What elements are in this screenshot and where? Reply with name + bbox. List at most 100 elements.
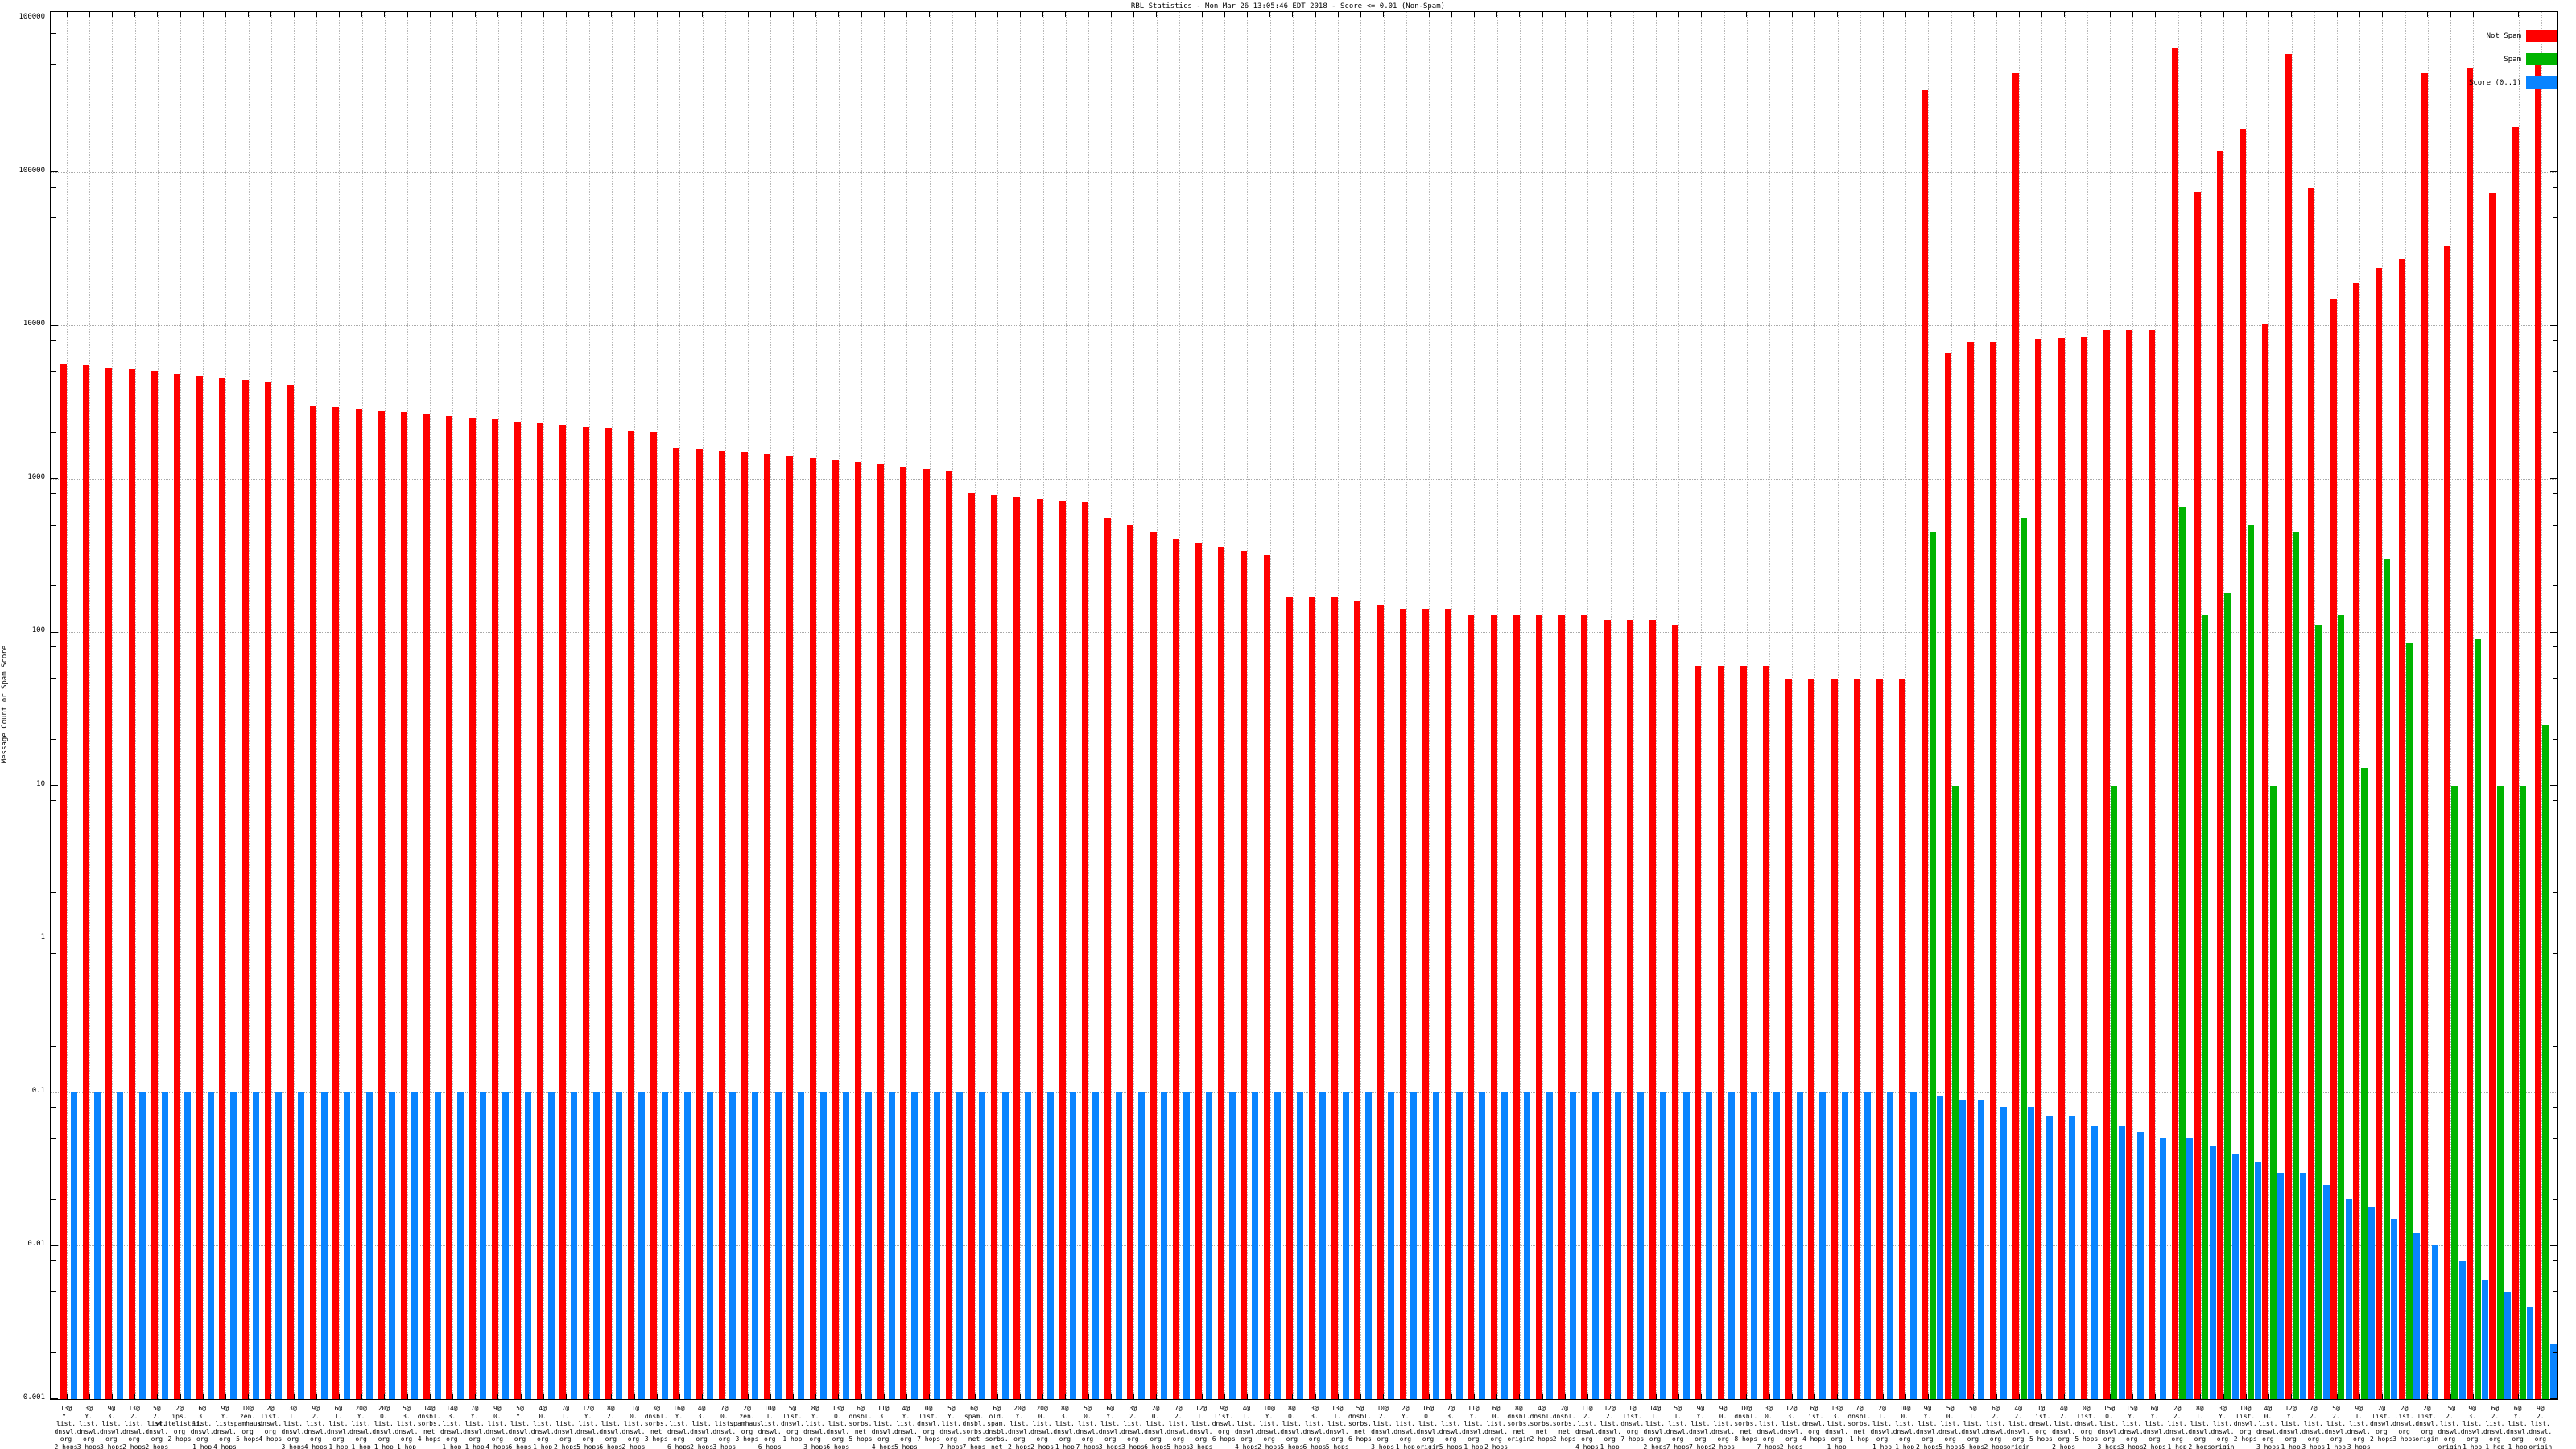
bar-score [819,1092,827,1399]
x-gridline [2450,12,2451,1399]
x-top-tick [588,12,590,17]
x-bottom-tick [2132,1394,2133,1399]
bar-not-spam [355,408,362,1399]
x-gridline [838,12,840,1399]
x-category-label: 8@ Y. list. dnswl. org 3 hops [803,1405,828,1449]
bar-not-spam [1263,554,1270,1399]
bar-not-spam [1853,678,1860,1399]
bar-score [797,1092,804,1399]
bar-not-spam [2149,329,2156,1399]
bar-spam [1929,531,1936,1399]
y-minor-tick-left [51,1260,56,1261]
x-bottom-tick [338,1394,340,1399]
y-minor-tick-right [2553,646,2557,648]
bar-not-spam [83,365,90,1399]
bar-score [1751,1092,1758,1399]
x-gridline [770,12,772,1399]
x-category-label: 8@ dnsbl. sorbs. net origin [1507,1405,1531,1443]
x-bottom-tick [1315,1394,1316,1399]
x-gridline [1769,12,1770,1399]
bar-score [1319,1092,1327,1399]
bar-not-spam [991,495,998,1399]
x-gridline [1224,12,1226,1399]
bar-score [616,1092,623,1399]
bar-score [2091,1126,2099,1399]
bar-score [1796,1092,1803,1399]
x-category-label: 3@ 3. list. dnswl. org 6 hops [1302,1405,1327,1449]
bar-score [1160,1092,1167,1399]
x-gridline [225,12,227,1399]
x-top-tick [997,12,998,17]
bar-not-spam [401,412,407,1399]
x-top-tick [1996,12,1997,17]
x-top-tick [611,12,613,17]
x-bottom-tick [1224,1394,1225,1399]
bar-score [2300,1172,2307,1399]
x-bottom-tick [997,1394,998,1399]
x-gridline [180,12,181,1399]
x-category-label: 7@ 2. list. dnswl. org 3 hops [2301,1405,2326,1449]
x-category-label: 11@ Y. list. dnswl. org 1 hop [1461,1405,1485,1449]
x-bottom-tick [1269,1394,1271,1399]
x-gridline [1474,12,1476,1399]
x-gridline [929,12,931,1399]
x-gridline [1883,12,1884,1399]
bar-score [683,1092,691,1399]
legend: Not Spam Spam Score (0..1) [2469,30,2557,100]
x-category-label: 10@ Y. list. dnswl. org 2 hops [1257,1405,1282,1449]
x-bottom-tick [248,1394,250,1399]
y-minor-tick-right [2553,217,2557,219]
x-category-label: 6@ dnsbl. sorbs. net 5 hops [848,1405,873,1443]
bar-not-spam [2240,129,2247,1399]
bar-not-spam [2035,338,2042,1399]
x-top-tick [66,12,68,17]
y-major-tick-left [51,631,58,633]
x-category-label: 6@ 0. list. dnswl. org 2 hops [1484,1405,1509,1449]
bar-not-spam [877,464,885,1399]
bar-not-spam [1695,666,1702,1399]
bar-score [1841,1092,1848,1399]
x-gridline [1656,12,1657,1399]
bar-spam [2247,525,2254,1399]
bar-score [2000,1107,2008,1399]
x-top-tick [2245,12,2247,17]
bar-not-spam [1331,597,1339,1399]
bar-not-spam [491,419,498,1399]
bar-score [2504,1291,2512,1399]
bar-score [275,1092,283,1399]
x-bottom-tick [2064,1394,2066,1399]
bar-score [570,1092,577,1399]
bar-score [1637,1092,1645,1399]
y-minor-tick-right [2553,1106,2557,1108]
bar-score [1591,1092,1599,1399]
bar-score [343,1092,350,1399]
bar-not-spam [1649,620,1656,1399]
bar-not-spam [310,405,317,1399]
x-bottom-tick [702,1394,704,1399]
x-category-label: 10@ dnsbl. sorbs. net 8 hops [1734,1405,1758,1443]
bar-not-spam [764,454,771,1399]
bar-not-spam [1990,341,1996,1399]
x-category-label: 1@ list. dnswl. org 5 hops [2029,1405,2053,1443]
bar-not-spam [1082,502,1088,1399]
bar-score [2068,1116,2075,1399]
x-category-label: 5@ 0. list. dnswl. org 7 hops [1075,1405,1100,1449]
bar-not-spam [2489,192,2496,1399]
x-bottom-tick [202,1394,204,1399]
bar-score [2159,1138,2166,1399]
x-top-tick [1587,12,1588,17]
x-gridline [679,12,681,1399]
bar-not-spam [1808,678,1815,1399]
bar-not-spam [1785,678,1793,1399]
bar-not-spam [2194,192,2201,1399]
x-top-tick [2450,12,2451,17]
x-bottom-tick [452,1394,453,1399]
x-category-label: 4@ 3. list. dnswl. org 2 hops [690,1405,714,1449]
bar-not-spam [559,424,567,1399]
bar-score [1251,1092,1258,1399]
bar-score [1660,1092,1667,1399]
x-top-tick [429,12,431,17]
x-category-label: 9@ 3. list. dnswl. org 3 hops [99,1405,123,1449]
x-gridline [248,12,250,1399]
bar-not-spam [2013,72,2020,1399]
